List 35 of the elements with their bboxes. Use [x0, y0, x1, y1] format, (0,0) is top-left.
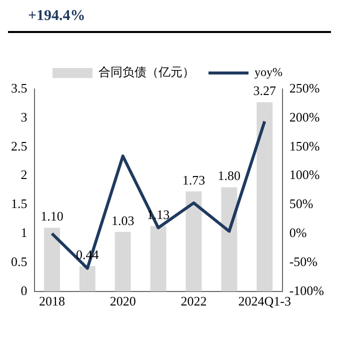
y2-tick-label: 0% — [289, 224, 307, 240]
x-tick-label: 2024Q1-3 — [238, 294, 291, 309]
y2-tick-label: -50% — [289, 254, 318, 269]
data-label: 3.27 — [253, 83, 276, 98]
bar — [221, 187, 238, 292]
y2-tick-label: 150% — [289, 138, 320, 154]
bar — [150, 226, 166, 292]
legend-label: 合同负债（亿元） — [98, 65, 194, 80]
y-tick-label: 3 — [20, 109, 28, 124]
data-label: 1.03 — [111, 212, 134, 228]
x-tick-label: 2020 — [110, 294, 136, 309]
y-tick-label: 1 — [20, 224, 28, 240]
x-tick-label: 2018 — [38, 294, 65, 309]
y-tick-label: 0 — [20, 282, 28, 298]
y2-tick-label: 200% — [289, 109, 320, 124]
data-label: 1.73 — [182, 172, 206, 188]
y2-tick-label: -100% — [289, 282, 324, 298]
y2-tick-label: 50% — [289, 196, 314, 212]
y2-tick-label: 100% — [289, 167, 320, 182]
bar — [79, 266, 96, 292]
y-tick-label: 0.5 — [11, 254, 28, 269]
chart-title: +194.4% — [8, 8, 331, 33]
y-tick-label: 1.5 — [11, 196, 28, 212]
bar — [44, 228, 60, 292]
data-label: 1.10 — [40, 208, 64, 224]
x-tick-label: 2022 — [180, 294, 207, 309]
y-tick-label: 3.5 — [11, 80, 28, 96]
bar — [114, 232, 131, 292]
legend-label: yoy% — [254, 65, 282, 80]
bar — [256, 102, 273, 292]
y2-tick-label: 250% — [289, 80, 320, 96]
y-tick-label: 2.5 — [11, 138, 28, 154]
y-tick-label: 2 — [20, 167, 28, 182]
data-label: 1.80 — [218, 168, 241, 184]
bar — [186, 191, 202, 292]
